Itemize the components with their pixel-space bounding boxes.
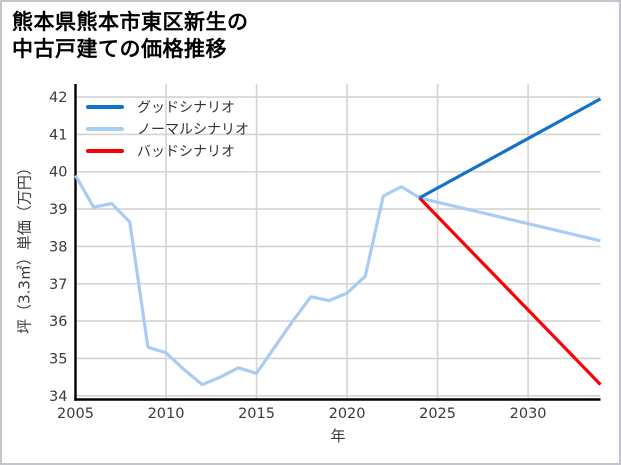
legend-label-bad: バッドシナリオ (137, 144, 235, 160)
legend-item-bad: バッドシナリオ (86, 140, 249, 162)
y-tick-label: 34 (49, 389, 67, 405)
y-tick-label: 42 (49, 90, 67, 106)
series-line-historical (74, 174, 421, 387)
y-tick-label: 40 (49, 165, 67, 181)
y-axis-label: 坪（3.3㎡）単価（万円） (15, 160, 34, 334)
chart-title: 熊本県熊本市東区新生の 中古戸建ての価格推移 (12, 9, 249, 63)
y-tick-label: 39 (49, 202, 67, 218)
legend-label-normal: ノーマルシナリオ (137, 122, 249, 138)
legend-item-normal: ノーマルシナリオ (86, 118, 249, 140)
legend-line-swatch-good (86, 105, 124, 109)
chart-title-line1: 熊本県熊本市東区新生の (12, 10, 249, 34)
x-axis-label: 年 (330, 427, 346, 445)
y-tick-label: 41 (49, 127, 67, 143)
series-line-good (418, 97, 602, 200)
series-line-normal (419, 196, 601, 243)
series-line-bad (418, 196, 602, 386)
y-tick-label: 35 (49, 351, 67, 367)
x-tick-label: 2010 (148, 406, 185, 422)
x-tick-label: 2005 (57, 406, 94, 422)
y-tick-label: 37 (49, 277, 67, 293)
legend-label-good: グッドシナリオ (137, 100, 235, 116)
x-tick-label: 2025 (419, 406, 456, 422)
y-tick-label: 38 (49, 239, 67, 255)
legend: グッドシナリオ ノーマルシナリオ バッドシナリオ (86, 96, 249, 162)
legend-line-swatch-normal (86, 127, 124, 131)
legend-item-good: グッドシナリオ (86, 96, 249, 118)
y-tick-label: 36 (49, 314, 67, 330)
x-tick-label: 2030 (510, 406, 547, 422)
x-tick-label: 2015 (238, 406, 275, 422)
x-tick-label: 2020 (329, 406, 366, 422)
legend-line-swatch-bad (86, 149, 124, 153)
chart-title-line2: 中古戸建ての価格推移 (12, 37, 227, 61)
